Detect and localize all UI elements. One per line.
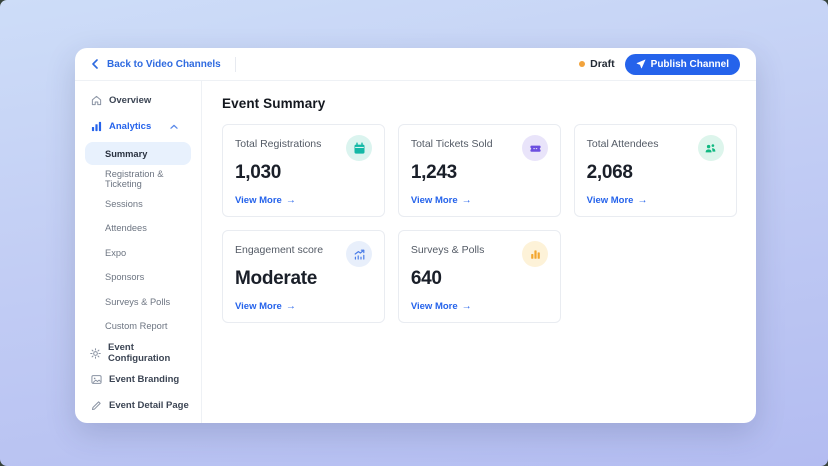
view-more-link[interactable]: View More →: [235, 301, 372, 312]
card-value: 1,243: [410, 162, 457, 183]
sidebar-subitem-label: Sessions: [105, 198, 143, 209]
image-icon: [90, 373, 102, 385]
card-total-tickets-sold: Total Tickets Sold 1,243 View More →: [397, 124, 562, 217]
status-label: Draft: [590, 58, 615, 70]
card-total-registrations: Total Registrations 1,030 View More →: [222, 124, 386, 217]
summary-cards-grid: Total Registrations 1,030 View More →: [222, 124, 737, 323]
header-divider: [234, 56, 236, 72]
event-dashboard-window: Back to Video Channels Draft Publish Cha…: [75, 48, 756, 423]
survey-bars-icon: [522, 241, 549, 267]
sidebar-subitem-attendees[interactable]: Attendees: [85, 216, 191, 241]
sidebar-subitem-sponsors[interactable]: Sponsors: [85, 265, 191, 290]
publish-button-label: Publish Channel: [650, 58, 729, 70]
sidebar-item-label: Event Configuration: [108, 342, 171, 364]
sidebar-subitem-label: Expo: [105, 247, 127, 258]
view-more-label: View More: [410, 301, 458, 312]
card-value: 2,068: [586, 162, 633, 183]
sidebar-item-overview[interactable]: Overview: [85, 90, 191, 111]
pencil-icon: [90, 399, 102, 411]
sidebar-subitem-label: Custom Report: [105, 321, 168, 332]
ticket-icon: [522, 135, 549, 161]
home-icon: [90, 95, 102, 107]
status-dot-icon: [579, 61, 586, 67]
main-content: Event Summary Total Registrations 1,030 …: [202, 81, 756, 423]
card-label: Total Tickets Sold: [410, 138, 493, 150]
status-badge: Draft: [579, 58, 615, 70]
card-label: Surveys & Polls: [410, 244, 485, 256]
sidebar-subitem-registration-ticketing[interactable]: Registration & Ticketing: [85, 167, 191, 192]
card-total-attendees: Total Attendees 2,068 View More →: [573, 124, 737, 217]
calendar-icon: [346, 135, 373, 161]
card-value: Moderate: [235, 268, 318, 289]
sidebar-item-event-configuration[interactable]: Event Configuration: [85, 342, 191, 364]
card-label: Total Registrations: [235, 138, 322, 150]
view-more-link[interactable]: View More →: [411, 301, 548, 312]
sidebar-item-label: Event Detail Page: [109, 399, 189, 411]
card-engagement-score: Engagement score Moderate View More →: [222, 230, 386, 323]
sidebar-subitem-custom-report[interactable]: Custom Report: [85, 314, 191, 339]
sidebar-subitem-expo[interactable]: Expo: [85, 241, 191, 266]
sidebar-subitem-surveys-polls[interactable]: Surveys & Polls: [85, 290, 191, 315]
sidebar-subitem-label: Attendees: [105, 223, 147, 234]
sidebar-item-analytics[interactable]: Analytics: [85, 116, 191, 137]
arrow-right-icon: →: [461, 194, 472, 206]
page-title: Event Summary: [222, 96, 326, 111]
sidebar-subitem-summary[interactable]: Summary: [85, 142, 191, 165]
chevron-left-icon: [91, 59, 99, 69]
sidebar-nav: Overview Analytics Summary Registration …: [75, 81, 202, 423]
sidebar-subitem-label: Summary: [105, 148, 148, 159]
sidebar-subitem-label: Registration & Ticketing: [105, 169, 164, 190]
people-icon: [697, 135, 724, 161]
view-more-label: View More: [410, 195, 458, 206]
sidebar-subitem-sessions[interactable]: Sessions: [85, 192, 191, 217]
gear-icon: [90, 347, 101, 359]
sidebar-item-event-detail-page[interactable]: Event Detail Page: [85, 395, 191, 416]
view-more-link[interactable]: View More →: [587, 195, 724, 206]
card-value: 640: [410, 268, 442, 289]
publish-channel-button[interactable]: Publish Channel: [624, 53, 740, 75]
view-more-link[interactable]: View More →: [235, 195, 372, 206]
sidebar-subitem-label: Sponsors: [105, 272, 145, 283]
card-surveys-polls: Surveys & Polls 640 View More →: [397, 230, 562, 323]
trend-up-icon: [346, 241, 373, 267]
view-more-label: View More: [586, 195, 634, 206]
sidebar-item-label: Overview: [109, 95, 152, 106]
top-bar: Back to Video Channels Draft Publish Cha…: [75, 48, 756, 81]
sidebar-item-label: Analytics: [109, 121, 152, 132]
sidebar-subitem-label: Surveys & Polls: [105, 296, 171, 307]
chevron-up-icon: [170, 124, 191, 130]
sidebar-item-label: Event Branding: [109, 373, 180, 385]
card-value: 1,030: [235, 162, 282, 183]
arrow-right-icon: →: [461, 300, 472, 312]
analytics-bars-icon: [90, 121, 102, 133]
arrow-right-icon: →: [285, 194, 296, 206]
card-label: Total Attendees: [586, 138, 659, 150]
sidebar-item-event-branding[interactable]: Event Branding: [85, 369, 191, 390]
arrow-right-icon: →: [637, 194, 648, 206]
view-more-label: View More: [235, 195, 282, 206]
view-more-link[interactable]: View More →: [411, 195, 548, 206]
card-label: Engagement score: [235, 244, 324, 256]
back-link-label: Back to Video Channels: [107, 58, 221, 70]
arrow-right-icon: →: [285, 300, 296, 312]
view-more-label: View More: [235, 301, 282, 312]
back-to-video-channels-link[interactable]: Back to Video Channels: [91, 59, 221, 70]
send-icon: [636, 59, 646, 69]
